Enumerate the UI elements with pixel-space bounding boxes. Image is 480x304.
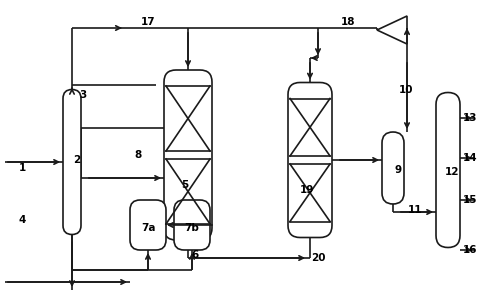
Text: 12: 12 (445, 167, 459, 177)
FancyBboxPatch shape (63, 89, 81, 234)
Text: 14: 14 (463, 153, 477, 163)
Text: 5: 5 (181, 180, 189, 190)
Text: 15: 15 (463, 195, 477, 205)
Text: 2: 2 (73, 155, 81, 165)
FancyBboxPatch shape (164, 70, 212, 240)
FancyBboxPatch shape (288, 82, 332, 237)
Text: 16: 16 (463, 245, 477, 255)
Text: 8: 8 (134, 150, 142, 160)
Text: 13: 13 (463, 113, 477, 123)
Text: 11: 11 (408, 205, 422, 215)
FancyBboxPatch shape (436, 92, 460, 247)
Text: 17: 17 (141, 17, 156, 27)
Text: 10: 10 (399, 85, 413, 95)
FancyBboxPatch shape (130, 200, 166, 250)
Text: 18: 18 (341, 17, 355, 27)
Text: 6: 6 (192, 250, 199, 260)
Text: 3: 3 (79, 90, 86, 100)
FancyBboxPatch shape (382, 132, 404, 204)
Text: 1: 1 (18, 163, 25, 173)
Text: 19: 19 (300, 185, 314, 195)
Text: 7b: 7b (185, 223, 199, 233)
FancyBboxPatch shape (174, 200, 210, 250)
Text: 20: 20 (311, 253, 325, 263)
Text: 9: 9 (395, 165, 402, 175)
Text: 7a: 7a (141, 223, 155, 233)
Text: 4: 4 (18, 215, 26, 225)
